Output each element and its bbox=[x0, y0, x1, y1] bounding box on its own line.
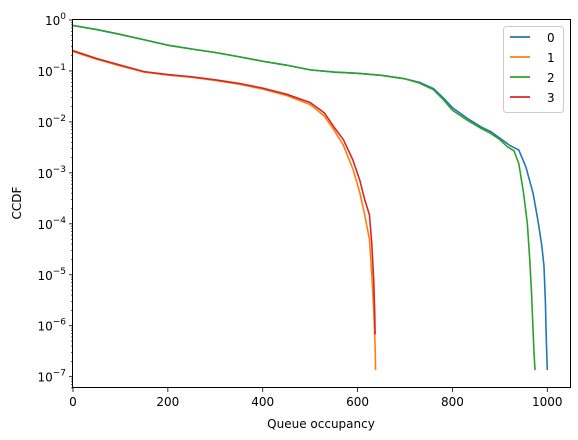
x-tick-label: 600 bbox=[346, 395, 369, 409]
y-tick-label: 10−1 bbox=[37, 63, 66, 79]
legend: 0 1 2 3 bbox=[503, 26, 564, 113]
y-tick-exponent: −2 bbox=[53, 114, 66, 124]
y-tick-base: 10 bbox=[37, 116, 52, 130]
legend-label-3: 3 bbox=[547, 91, 555, 105]
series-line-1 bbox=[71, 50, 377, 371]
y-tick-exponent: −7 bbox=[53, 369, 66, 379]
y-tick-base: 10 bbox=[45, 14, 60, 28]
y-tick-exponent: 0 bbox=[60, 12, 66, 22]
legend-label-0: 0 bbox=[547, 31, 555, 45]
y-tick-exponent: −3 bbox=[53, 165, 66, 175]
plot-area-frame bbox=[72, 19, 571, 388]
x-tick-label: 400 bbox=[251, 395, 274, 409]
y-tick-label: 10−3 bbox=[37, 165, 66, 181]
legend-label-1: 1 bbox=[547, 51, 555, 65]
y-tick-label: 10−2 bbox=[37, 114, 66, 130]
y-tick-base: 10 bbox=[37, 167, 52, 181]
y-axis-label: CCDF bbox=[10, 186, 24, 219]
x-tick-label: 0 bbox=[69, 395, 77, 409]
series-line-0 bbox=[72, 24, 549, 371]
plot-lines bbox=[71, 24, 549, 371]
y-tick-base: 10 bbox=[37, 269, 52, 283]
y-tick-label: 100 bbox=[45, 12, 66, 28]
y-tick-label: 10−4 bbox=[37, 216, 66, 232]
y-tick-label: 10−6 bbox=[37, 318, 66, 334]
y-tick-exponent: −6 bbox=[53, 318, 67, 328]
y-tick-exponent: −4 bbox=[53, 216, 67, 226]
y-tick-exponent: −1 bbox=[53, 63, 66, 73]
legend-label-2: 2 bbox=[547, 71, 555, 85]
x-tick-label: 1000 bbox=[532, 395, 563, 409]
y-tick-base: 10 bbox=[37, 65, 52, 79]
y-tick-exponent: −5 bbox=[53, 267, 66, 277]
x-axis-ticks: 0 200 400 600 800 1000 bbox=[69, 388, 563, 409]
x-tick-label: 800 bbox=[441, 395, 464, 409]
legend-box bbox=[503, 26, 564, 113]
series-line-3 bbox=[71, 49, 376, 335]
y-tick-label: 10−7 bbox=[37, 369, 66, 385]
y-tick-label: 10−5 bbox=[37, 267, 66, 283]
y-tick-base: 10 bbox=[37, 320, 52, 334]
x-tick-label: 200 bbox=[156, 395, 179, 409]
series-line-2 bbox=[72, 24, 536, 371]
y-tick-base: 10 bbox=[37, 371, 52, 385]
y-tick-base: 10 bbox=[37, 218, 52, 232]
x-axis-label: Queue occupancy bbox=[267, 417, 375, 431]
